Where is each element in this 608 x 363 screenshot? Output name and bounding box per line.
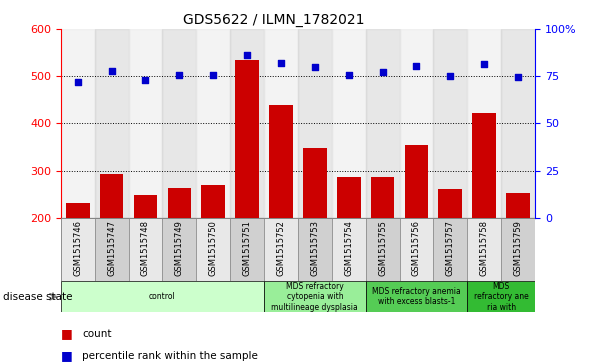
Bar [264,29,298,218]
Bar [162,29,196,218]
Bar [434,218,468,281]
Point [513,74,523,80]
Text: MDS
refractory ane
ria with: MDS refractory ane ria with [474,282,528,312]
Point [412,64,421,69]
Bar [303,148,326,218]
Text: disease state: disease state [3,292,72,302]
Bar [61,218,95,281]
Bar [434,29,468,218]
Point [479,61,489,67]
Bar [501,218,535,281]
Bar [405,144,428,218]
Text: GSM1515755: GSM1515755 [378,220,387,276]
Point [446,73,455,79]
Bar [365,218,399,281]
Bar [95,29,128,218]
Bar [196,218,230,281]
Point [140,77,150,83]
Text: MDS refractory anemia
with excess blasts-1: MDS refractory anemia with excess blasts… [372,287,461,306]
Text: control: control [149,292,176,301]
Text: GSM1515750: GSM1515750 [209,220,218,276]
Bar [365,281,468,312]
Bar [230,29,264,218]
Bar [438,188,462,218]
Text: GSM1515753: GSM1515753 [310,220,319,276]
Point [310,64,320,70]
Bar [95,218,128,281]
Bar [201,185,225,218]
Bar [162,218,196,281]
Text: GSM1515749: GSM1515749 [175,220,184,276]
Bar [399,29,434,218]
Bar [365,29,399,218]
Point [174,72,184,78]
Bar [235,60,259,218]
Bar [332,218,365,281]
Text: MDS refractory
cytopenia with
multilineage dysplasia: MDS refractory cytopenia with multilinea… [272,282,358,312]
Point [107,68,117,73]
Bar [128,29,162,218]
Text: GSM1515752: GSM1515752 [277,220,286,276]
Bar [501,29,535,218]
Bar [472,113,496,218]
Bar [332,29,365,218]
Bar [61,281,264,312]
Text: GSM1515758: GSM1515758 [480,220,489,276]
Bar [61,29,95,218]
Text: GSM1515746: GSM1515746 [73,220,82,276]
Point [73,79,83,85]
Point [276,61,286,66]
Bar [100,174,123,218]
Text: GSM1515754: GSM1515754 [344,220,353,276]
Bar [128,218,162,281]
Point [344,72,354,78]
Text: GSM1515747: GSM1515747 [107,220,116,276]
Bar [337,177,361,218]
Point [242,52,252,58]
Point [209,72,218,78]
Text: count: count [82,329,112,339]
Text: GSM1515756: GSM1515756 [412,220,421,276]
Bar [506,193,530,218]
Bar [167,188,191,218]
Bar [468,218,501,281]
Bar [66,203,89,218]
Bar [399,218,434,281]
Bar [298,29,332,218]
Text: ■: ■ [61,327,72,340]
Bar [230,218,264,281]
Text: GSM1515751: GSM1515751 [243,220,252,276]
Text: ■: ■ [61,349,72,362]
Bar [371,177,395,218]
Text: GSM1515757: GSM1515757 [446,220,455,276]
Bar [269,105,293,218]
Text: GSM1515748: GSM1515748 [141,220,150,276]
Bar [468,281,535,312]
Text: GSM1515759: GSM1515759 [514,220,523,276]
Bar [134,195,157,218]
Title: GDS5622 / ILMN_1782021: GDS5622 / ILMN_1782021 [184,13,365,26]
Bar [298,218,332,281]
Bar [264,281,365,312]
Bar [264,218,298,281]
Bar [196,29,230,218]
Point [378,69,387,74]
Text: percentile rank within the sample: percentile rank within the sample [82,351,258,361]
Bar [468,29,501,218]
